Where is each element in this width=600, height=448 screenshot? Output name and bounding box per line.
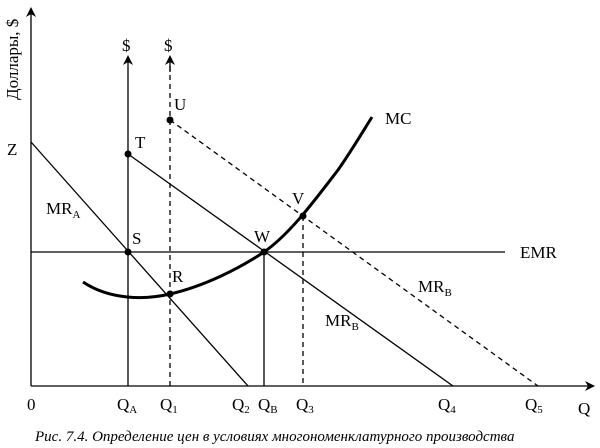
label-z: Z bbox=[7, 140, 17, 159]
label-v: V bbox=[292, 189, 305, 208]
point-r bbox=[166, 290, 174, 298]
tick-qa: QA bbox=[117, 395, 137, 416]
label-w: W bbox=[254, 227, 271, 246]
tick-qb: QB bbox=[258, 395, 278, 416]
label-r: R bbox=[172, 267, 184, 286]
label-s: S bbox=[132, 229, 141, 248]
mrb-solid-line bbox=[127, 153, 454, 387]
tick-q5: Q5 bbox=[525, 395, 543, 416]
dollar-label-a: $ bbox=[122, 36, 131, 55]
label-emr: EMR bbox=[520, 243, 558, 262]
mrb-dashed-line bbox=[169, 119, 539, 387]
tick-q1: Q1 bbox=[160, 395, 178, 416]
label-t: T bbox=[135, 133, 146, 152]
point-u bbox=[166, 116, 174, 124]
y-axis-label: Доллары, $ bbox=[3, 19, 22, 100]
label-mra: MRA bbox=[46, 199, 80, 221]
x-axis-label: Q bbox=[578, 399, 590, 418]
mc-curve bbox=[82, 116, 374, 300]
mra-line bbox=[30, 141, 249, 387]
point-v bbox=[299, 212, 307, 220]
point-t bbox=[124, 150, 132, 158]
label-u: U bbox=[174, 95, 186, 114]
point-s bbox=[124, 248, 132, 256]
tick-q4: Q4 bbox=[438, 395, 456, 416]
tick-q2: Q2 bbox=[232, 395, 250, 416]
dollar-label-1: $ bbox=[164, 36, 173, 55]
label-mrb-solid: MRB bbox=[325, 311, 359, 333]
tick-q3: Q3 bbox=[296, 395, 314, 416]
label-mrb-dashed: MRB bbox=[418, 277, 452, 299]
point-w bbox=[260, 248, 268, 256]
figure-caption: Рис. 7.4. Определение цен в условиях мно… bbox=[34, 429, 514, 445]
origin-label: 0 bbox=[27, 395, 36, 414]
label-mc: MC bbox=[385, 109, 411, 128]
